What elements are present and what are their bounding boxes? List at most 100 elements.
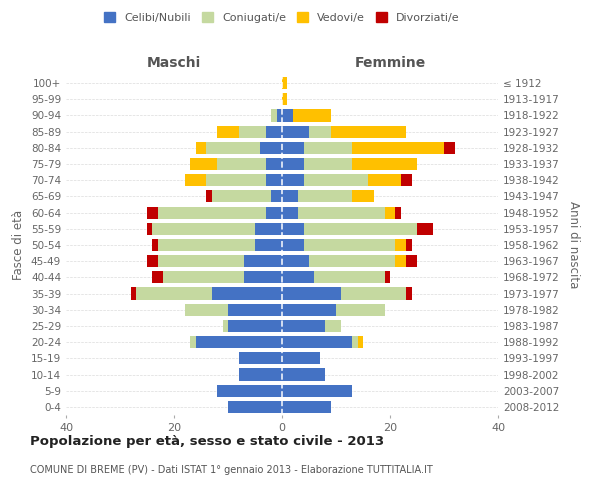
Bar — [282, 255, 309, 268]
Bar — [266, 126, 282, 138]
Bar — [331, 126, 406, 138]
Bar — [282, 190, 298, 202]
Bar — [147, 255, 158, 268]
Bar — [244, 272, 282, 283]
Bar — [352, 142, 444, 154]
Bar — [304, 239, 395, 251]
Bar — [282, 239, 304, 251]
Bar — [282, 320, 325, 332]
Bar — [223, 320, 228, 332]
Bar — [255, 222, 282, 235]
Bar — [196, 336, 282, 348]
Bar — [352, 190, 374, 202]
Bar — [131, 288, 136, 300]
Bar — [271, 190, 282, 202]
Bar — [401, 174, 412, 186]
Bar — [282, 110, 293, 122]
Bar — [228, 401, 282, 413]
Bar — [282, 93, 287, 106]
Bar — [190, 336, 196, 348]
Bar — [395, 239, 406, 251]
Bar — [298, 190, 352, 202]
Bar — [228, 320, 282, 332]
Bar — [293, 110, 331, 122]
Y-axis label: Anni di nascita: Anni di nascita — [568, 202, 580, 288]
Bar — [190, 158, 217, 170]
Bar — [212, 288, 282, 300]
Bar — [206, 142, 260, 154]
Bar — [282, 368, 325, 380]
Bar — [136, 288, 212, 300]
Bar — [325, 320, 341, 332]
Bar — [298, 206, 385, 218]
Bar — [406, 239, 412, 251]
Bar — [282, 352, 320, 364]
Y-axis label: Fasce di età: Fasce di età — [13, 210, 25, 280]
Bar — [282, 401, 331, 413]
Bar — [255, 239, 282, 251]
Bar — [395, 206, 401, 218]
Bar — [271, 110, 277, 122]
Bar — [358, 336, 363, 348]
Bar — [368, 174, 401, 186]
Text: Popolazione per età, sesso e stato civile - 2013: Popolazione per età, sesso e stato civil… — [30, 435, 384, 448]
Text: COMUNE DI BREME (PV) - Dati ISTAT 1° gennaio 2013 - Elaborazione TUTTITALIA.IT: COMUNE DI BREME (PV) - Dati ISTAT 1° gen… — [30, 465, 433, 475]
Bar — [282, 142, 304, 154]
Bar — [185, 304, 228, 316]
Bar — [314, 272, 385, 283]
Bar — [266, 158, 282, 170]
Bar — [309, 126, 331, 138]
Bar — [282, 288, 341, 300]
Bar — [282, 158, 304, 170]
Bar — [239, 368, 282, 380]
Bar — [336, 304, 385, 316]
Bar — [266, 174, 282, 186]
Bar — [244, 255, 282, 268]
Bar — [341, 288, 406, 300]
Bar — [158, 255, 244, 268]
Bar — [239, 126, 266, 138]
Bar — [217, 158, 266, 170]
Bar — [385, 206, 395, 218]
Bar — [147, 222, 152, 235]
Bar — [228, 304, 282, 316]
Bar — [158, 239, 255, 251]
Bar — [158, 206, 266, 218]
Bar — [266, 206, 282, 218]
Bar — [163, 272, 244, 283]
Bar — [444, 142, 455, 154]
Bar — [206, 174, 266, 186]
Bar — [395, 255, 406, 268]
Bar — [417, 222, 433, 235]
Bar — [217, 126, 239, 138]
Bar — [282, 174, 304, 186]
Bar — [212, 190, 271, 202]
Bar — [406, 255, 417, 268]
Bar — [152, 222, 255, 235]
Bar — [217, 384, 282, 397]
Bar — [304, 222, 417, 235]
Text: Femmine: Femmine — [355, 56, 425, 70]
Bar — [352, 336, 358, 348]
Bar — [304, 158, 352, 170]
Bar — [185, 174, 206, 186]
Legend: Celibi/Nubili, Coniugati/e, Vedovi/e, Divorziati/e: Celibi/Nubili, Coniugati/e, Vedovi/e, Di… — [100, 8, 464, 28]
Bar — [282, 126, 309, 138]
Bar — [152, 272, 163, 283]
Bar — [282, 77, 287, 89]
Bar — [406, 288, 412, 300]
Bar — [282, 222, 304, 235]
Bar — [309, 255, 395, 268]
Bar — [260, 142, 282, 154]
Bar — [152, 239, 158, 251]
Bar — [277, 110, 282, 122]
Bar — [282, 336, 352, 348]
Bar — [206, 190, 212, 202]
Bar — [282, 206, 298, 218]
Bar — [282, 384, 352, 397]
Bar — [304, 174, 368, 186]
Bar — [304, 142, 352, 154]
Bar — [385, 272, 390, 283]
Bar — [196, 142, 206, 154]
Bar — [147, 206, 158, 218]
